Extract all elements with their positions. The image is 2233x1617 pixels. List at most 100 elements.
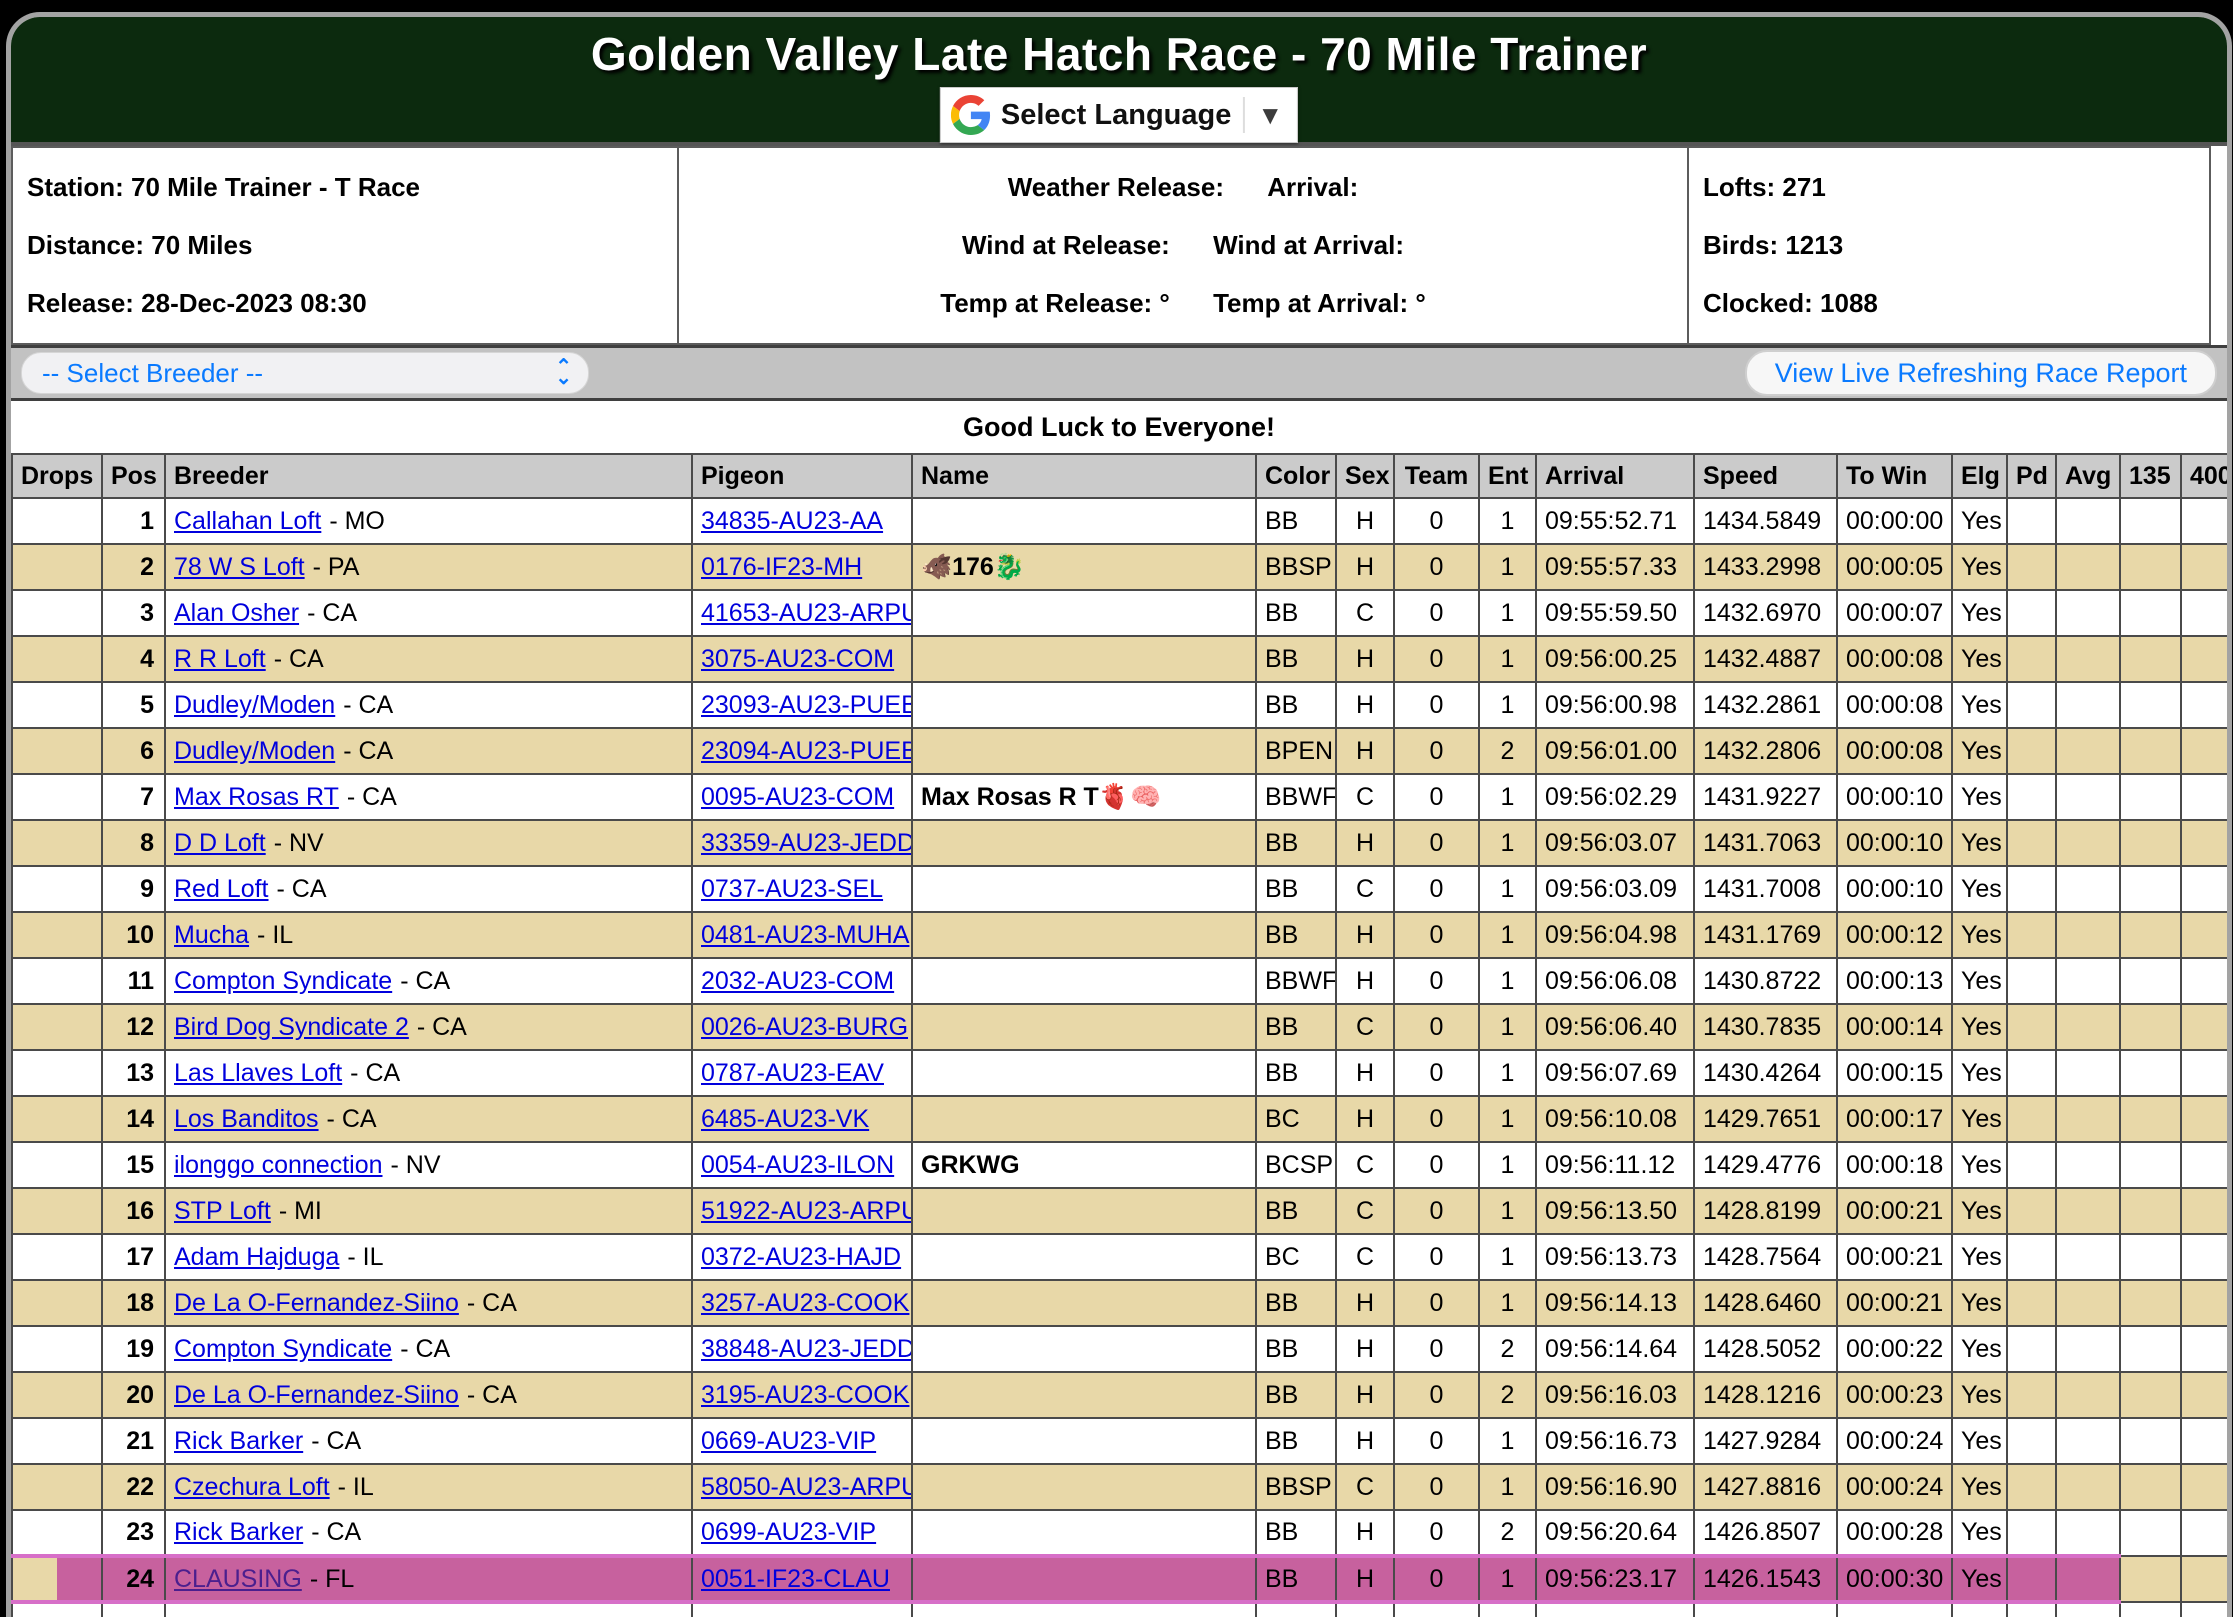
breeder-link[interactable]: STP Loft	[174, 1196, 271, 1225]
breeder-link[interactable]: Rick Barker	[174, 1518, 304, 1546]
elg-cell: Yes	[1951, 1371, 2008, 1419]
team-cell: 0	[1393, 819, 1480, 867]
pigeon-link[interactable]: 3195-AU23-COOK	[701, 1380, 910, 1409]
breeder-link[interactable]: Compton Syndicate	[174, 1334, 393, 1363]
breeder-cell: De La O-Fernandez-Siino - CA	[164, 1279, 693, 1327]
breeder-link[interactable]: Rick Barker	[174, 1426, 304, 1455]
breeder-link[interactable]: Las Llaves Loft	[174, 1058, 343, 1087]
c135-cell	[2119, 1417, 2182, 1465]
ent-cell: 1	[1478, 1095, 1537, 1143]
pigeon-link[interactable]: 6485-AU23-VK	[701, 1104, 870, 1133]
arrival-cell: 09:56:16.73	[1535, 1417, 1695, 1465]
breeder-link[interactable]: Los Banditos	[174, 1104, 319, 1133]
pigeon-link[interactable]: 2032-AU23-COM	[701, 966, 895, 995]
breeder-link[interactable]: De La O-Fernandez-Siino	[174, 1288, 459, 1317]
ent-cell: 1	[1478, 1279, 1537, 1327]
breeder-link[interactable]: ilonggo connection	[174, 1150, 383, 1179]
team-cell: 0	[1393, 543, 1480, 591]
breeder-link[interactable]: Adam Hajduga	[174, 1242, 340, 1271]
breeder-state: - NV	[390, 1150, 441, 1179]
arrival-cell: 09:56:00.98	[1535, 681, 1695, 729]
name-cell	[911, 957, 1257, 1005]
breeder-link[interactable]: Compton Syndicate	[174, 966, 393, 995]
breeder-link[interactable]: Dudley/Moden	[174, 690, 336, 719]
sex-cell: H	[1335, 681, 1395, 729]
pd-cell	[2006, 1417, 2057, 1465]
pigeon-link[interactable]: 0054-AU23-ILON	[701, 1150, 895, 1179]
speed-cell: 1434.5849	[1693, 497, 1838, 545]
google-translate-button[interactable]: Select Language ▼	[939, 87, 1299, 143]
pigeon-link[interactable]: 0699-AU23-VIP	[701, 1518, 877, 1546]
pigeon-link[interactable]: 41653-AU23-ARPU	[701, 598, 912, 627]
elg-cell: Yes	[1951, 1003, 2008, 1051]
breeder-link[interactable]: Mucha	[174, 920, 250, 949]
breeder-link[interactable]: Bird Dog Syndicate 2	[174, 1012, 409, 1041]
pigeon-link[interactable]: 0176-IF23-MH	[701, 552, 863, 581]
avg-cell	[2055, 1187, 2121, 1235]
table-row: 24 CLAUSING - FL 0051-IF23-CLAU BB H 0 1 …	[11, 1554, 2227, 1604]
pigeon-cell: 58050-AU23-ARPU	[691, 1463, 913, 1511]
pigeon-link[interactable]: 0787-AU23-EAV	[701, 1058, 884, 1087]
view-live-report-button[interactable]: View Live Refreshing Race Report	[1744, 350, 2217, 396]
pigeon-link[interactable]: 3257-AU23-COOK	[701, 1288, 910, 1317]
pigeon-link[interactable]: 51922-AU23-ARPU	[701, 1196, 912, 1225]
breeder-link[interactable]: CLAUSING	[174, 1564, 302, 1593]
breeder-cell: Compton Syndicate - CA	[164, 957, 693, 1005]
view-live-report-label: View Live Refreshing Race Report	[1774, 357, 2187, 388]
pigeon-link[interactable]: 0737-AU23-SEL	[701, 874, 884, 903]
breeder-link[interactable]: Czechura Loft	[174, 1472, 330, 1501]
breeder-select[interactable]: -- Select Breeder -- ⌃ ⌄	[21, 352, 589, 394]
speed-cell: 1431.9227	[1693, 773, 1838, 821]
pigeon-link[interactable]: 23093-AU23-PUEB	[701, 690, 912, 719]
breeder-link[interactable]: Red Loft	[174, 874, 269, 903]
breeder-link[interactable]: 78 W S Loft	[174, 552, 305, 581]
breeder-link[interactable]: D D Loft	[174, 828, 266, 857]
pigeon-link[interactable]: 0372-AU23-HAJD	[701, 1242, 902, 1271]
sex-cell: C	[1335, 589, 1395, 637]
weather-info-box: Weather Release: Arrival: Wind at Releas…	[679, 146, 1689, 345]
breeder-link[interactable]: Alan Osher	[174, 598, 300, 627]
ent-cell: 1	[1478, 1141, 1537, 1189]
towin-cell: 00:00:21	[1836, 1187, 1953, 1235]
sex-cell: H	[1335, 957, 1395, 1005]
breeder-link[interactable]: Callahan Loft	[174, 506, 322, 535]
table-row: 13 Las Llaves Loft - CA 0787-AU23-EAV BB …	[11, 1049, 2227, 1097]
pigeon-link[interactable]: 58050-AU23-ARPU	[701, 1472, 912, 1501]
drops-cell	[11, 1141, 103, 1189]
name-cell	[911, 1187, 1257, 1235]
pigeon-link[interactable]: 0481-AU23-MUHA	[701, 920, 910, 949]
pigeon-link[interactable]: 0026-AU23-BURG	[701, 1012, 909, 1041]
towin-cell: 00:00:30	[1836, 1554, 1953, 1604]
c135-cell	[2119, 1279, 2182, 1327]
arrival-cell: 09:56:14.64	[1535, 1325, 1695, 1373]
drops-cell	[11, 1187, 103, 1235]
pd-cell	[2006, 1095, 2057, 1143]
table-row: 1 Callahan Loft - MO 34835-AU23-AA BB H 0…	[11, 497, 2227, 545]
breeder-link[interactable]: R R Loft	[174, 644, 266, 673]
select-chevron-icon: ⌃ ⌄	[555, 356, 572, 389]
pos-cell: 18	[101, 1279, 166, 1327]
pigeon-link[interactable]: 0669-AU23-VIP	[701, 1426, 877, 1455]
speed-cell: 1432.2861	[1693, 681, 1838, 729]
pigeon-link[interactable]: 0095-AU23-COM	[701, 782, 895, 811]
arrival-cell: 09:55:57.33	[1535, 543, 1695, 591]
pigeon-cell: 23094-AU23-PUEB	[691, 727, 913, 775]
pos-cell: 11	[101, 957, 166, 1005]
drops-cell	[11, 1095, 103, 1143]
pigeon-link[interactable]: 23094-AU23-PUEB	[701, 736, 912, 765]
color-cell: BPEN	[1255, 727, 1337, 775]
breeder-state: - CA	[343, 736, 394, 765]
pigeon-link[interactable]: 3075-AU23-COM	[701, 644, 895, 673]
elg-cell: Yes	[1951, 1463, 2008, 1511]
arrival-cell: 09:56:16.90	[1535, 1463, 1695, 1511]
breeder-link[interactable]: De La O-Fernandez-Siino	[174, 1380, 459, 1409]
breeder-link[interactable]: Dudley/Moden	[174, 736, 336, 765]
pigeon-link[interactable]: 38848-AU23-JEDD	[701, 1334, 912, 1363]
pigeon-link[interactable]: 0051-IF23-CLAU	[701, 1564, 890, 1593]
pigeon-cell: 3257-AU23-COOK	[691, 1279, 913, 1327]
pigeon-cell: 34835-AU23-AA	[691, 497, 913, 545]
pigeon-link[interactable]: 33359-AU23-JEDD	[701, 828, 912, 857]
breeder-link[interactable]: Max Rosas RT	[174, 782, 339, 811]
pigeon-link[interactable]: 34835-AU23-AA	[701, 506, 884, 535]
pigeon-cell: 0176-IF23-MH	[691, 543, 913, 591]
